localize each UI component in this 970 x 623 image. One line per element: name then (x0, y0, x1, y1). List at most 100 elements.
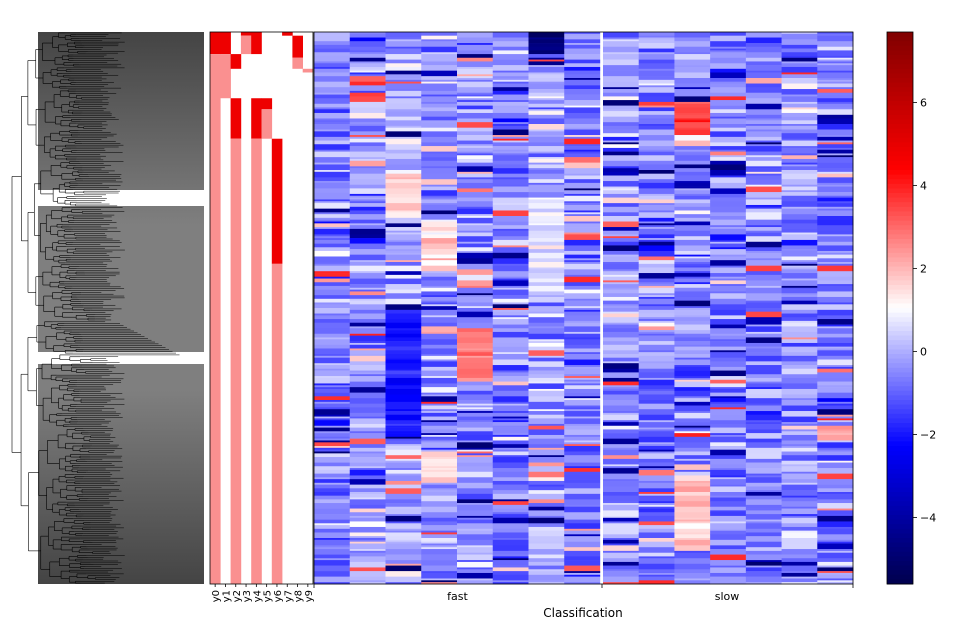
heatmap-cell (638, 239, 675, 243)
heatmap-cell (492, 372, 529, 377)
heatmap-cell (349, 138, 386, 143)
heatmap-cell (314, 227, 351, 230)
heatmap-cell (674, 552, 711, 559)
heatmap-cell (745, 109, 782, 116)
heatmap-cell (674, 245, 711, 252)
heatmap-cell (674, 411, 711, 414)
heatmap-cell (781, 565, 818, 572)
heatmap-cell (314, 199, 351, 202)
heatmap-cell (817, 173, 854, 178)
heatmap-cell (710, 170, 747, 176)
heatmap-cell (638, 394, 675, 401)
heatmap-cell (314, 469, 351, 474)
heatmap-cell (349, 313, 386, 320)
heatmap-cell (638, 225, 675, 228)
heatmap-cell (710, 225, 747, 228)
heatmap-cell (781, 147, 818, 154)
heatmap-cell (781, 260, 818, 263)
heatmap-cell (817, 324, 854, 327)
heatmap-cell (457, 92, 494, 95)
heatmap-cell (349, 300, 386, 305)
heatmap-cell (385, 193, 422, 198)
heatmap-cell (817, 65, 854, 71)
heatmap-cell (710, 46, 747, 49)
colorbar-segment (887, 326, 913, 332)
heatmap-cell (349, 538, 386, 541)
heatmap-cell (564, 418, 601, 425)
heatmap-cell (314, 162, 351, 165)
heatmap-cell (817, 254, 854, 259)
heatmap-cell (314, 265, 351, 272)
heatmap-cell (638, 263, 675, 268)
heatmap-cell (314, 32, 351, 36)
heatmap-cell (421, 468, 458, 471)
heatmap-cell (492, 574, 529, 581)
heatmap-cell (674, 427, 711, 430)
heatmap-cell (710, 280, 747, 285)
heatmap-cell (349, 125, 386, 132)
heatmap-cell (638, 48, 675, 53)
heatmap-cell (638, 68, 675, 71)
heatmap-cell (710, 201, 747, 208)
heatmap-cell (710, 227, 747, 230)
heatmap-cell (385, 188, 422, 195)
heatmap-cell (492, 83, 529, 88)
heatmap-cell (674, 236, 711, 241)
colorbar-segment (887, 377, 913, 383)
heatmap-cell (638, 501, 675, 504)
heatmap-cell (710, 366, 747, 371)
heatmap-cell (314, 144, 351, 151)
colorbar-segment (887, 197, 913, 203)
heatmap-cell (528, 523, 565, 528)
heatmap-cell (638, 469, 675, 476)
heatmap-cell (349, 70, 386, 73)
heatmap-cell (349, 201, 386, 204)
heatmap-cell (745, 523, 782, 530)
heatmap-cell (349, 195, 386, 198)
heatmap-cell (349, 451, 386, 454)
heatmap-cell (710, 469, 747, 476)
heatmap-cell (528, 111, 565, 116)
heatmap-cell (817, 168, 854, 173)
colorbar-segment (887, 400, 913, 406)
heatmap-cell (781, 342, 818, 347)
heatmap-cell (781, 116, 818, 121)
heatmap-cell (817, 63, 854, 66)
heatmap-cell (457, 510, 494, 517)
heatmap-cell (781, 526, 818, 531)
heatmap-cell (457, 74, 494, 77)
colorbar-segment (887, 533, 913, 539)
heatmap-cell (314, 357, 351, 364)
heatmap-cell (674, 153, 711, 156)
heatmap-cell (817, 381, 854, 386)
heatmap-cell (385, 278, 422, 285)
heatmap-cell (385, 475, 422, 482)
heatmap-cell (385, 460, 422, 463)
heatmap-cell (564, 63, 601, 68)
heatmap-cell (710, 475, 747, 478)
heatmap-cell (421, 306, 458, 311)
heatmap-cell (674, 344, 711, 347)
heatmap-cell (817, 460, 854, 463)
heatmap-cell (781, 455, 818, 458)
heatmap-cell (385, 370, 422, 375)
heatmap-cell (564, 59, 601, 64)
heatmap-cell (638, 295, 675, 298)
heatmap-cell (421, 199, 458, 204)
heatmap-cell (492, 142, 529, 147)
heatmap-cell (638, 495, 675, 498)
heatmap-cell (638, 287, 675, 294)
heatmap-cell (492, 433, 529, 436)
heatmap-cell (349, 365, 386, 371)
heatmap-cell (421, 422, 458, 427)
heatmap-cell (492, 37, 529, 42)
colorbar-segment (887, 280, 913, 286)
heatmap-cell (603, 136, 640, 141)
heatmap-cell (314, 129, 351, 132)
heatmap-cell (638, 317, 675, 320)
heatmap-cell (349, 341, 386, 344)
heatmap-cell (603, 368, 640, 373)
heatmap-cell (603, 160, 640, 167)
heatmap-cell (603, 322, 640, 325)
heatmap-cell (745, 212, 782, 215)
